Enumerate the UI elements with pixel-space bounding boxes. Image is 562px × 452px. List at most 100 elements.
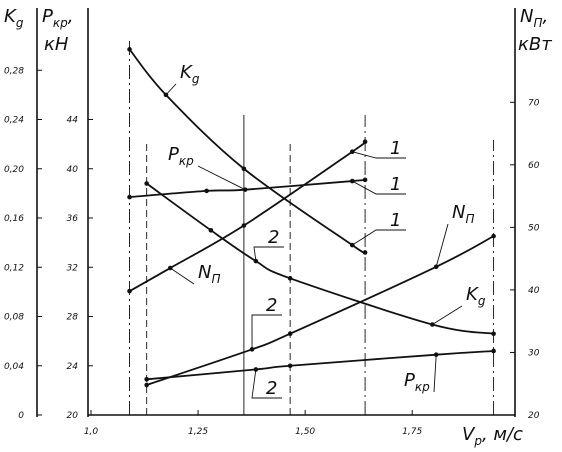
- leader: [169, 267, 195, 285]
- kg-tick-label: 0,16: [4, 214, 24, 224]
- curve-label: 2: [266, 295, 277, 316]
- curve-label: 1: [390, 210, 401, 231]
- kg-tick-label: 0,20: [4, 165, 24, 175]
- np-title-sub: П: [533, 16, 542, 30]
- point: [362, 250, 368, 255]
- kg-tick-label: 0: [18, 411, 24, 421]
- curve-label: 2: [266, 378, 277, 399]
- x-tick-label: 1,0: [84, 427, 99, 437]
- np-title-rest: ,: [543, 6, 549, 27]
- curve-label-main: P: [168, 144, 179, 165]
- point: [144, 181, 149, 186]
- curve-label-sub: П: [211, 272, 220, 286]
- kg-title-sub: g: [16, 16, 24, 30]
- kg-tick-label: 0,04: [4, 362, 24, 372]
- leader: [432, 305, 463, 325]
- point: [208, 228, 214, 233]
- leader: [251, 369, 282, 399]
- point: [433, 352, 439, 357]
- axes: [36, 8, 516, 417]
- leader: [352, 180, 406, 195]
- pkr-title-unit: кН: [44, 34, 69, 55]
- point: [127, 47, 132, 52]
- point: [241, 166, 247, 172]
- curve-label: 2: [268, 227, 279, 248]
- pkr-title: Pкр,: [42, 6, 73, 30]
- point: [127, 288, 132, 294]
- curve-label-sub: П: [465, 212, 474, 226]
- np-tick-label: 40: [528, 286, 540, 296]
- x-title-rest: , м/с: [482, 424, 523, 445]
- curve-label: 1: [390, 174, 401, 195]
- pkr-title-sub: кр: [53, 16, 68, 30]
- point: [287, 363, 293, 369]
- pkr-title-main: P: [42, 6, 53, 27]
- curve-label-main: K: [180, 62, 193, 83]
- kg-title-main: K: [4, 6, 17, 27]
- point: [491, 233, 496, 239]
- curve-label: NП: [452, 202, 475, 226]
- x-tick-label: 1,50: [295, 427, 315, 437]
- point: [144, 376, 149, 382]
- curve-label-main: K: [466, 284, 479, 305]
- curve-label-main: 1: [390, 138, 401, 159]
- curve-label-main: 1: [390, 174, 401, 195]
- leader: [253, 246, 284, 262]
- curve: [146, 350, 494, 381]
- leader: [251, 314, 282, 350]
- curve-label: Pкр: [168, 144, 194, 168]
- curve-label-main: N: [452, 202, 465, 223]
- curve: [146, 182, 494, 335]
- pkr-tick-label: 36: [67, 214, 79, 224]
- np-tick-label: 70: [528, 98, 540, 108]
- curve-label: Pкр: [404, 370, 430, 394]
- curve-label-main: N: [198, 262, 211, 283]
- np-title: NП,: [520, 6, 548, 30]
- np-title-unit: кВт: [518, 34, 552, 55]
- pkr-tick-label: 28: [67, 313, 79, 323]
- pkr-tick-label: 32: [67, 263, 79, 273]
- kg-tick-label: 0,12: [4, 263, 24, 273]
- curve-label-sub: g: [478, 294, 486, 308]
- kg-tick-label: 0,28: [4, 66, 24, 76]
- curve-label: Kg: [180, 62, 200, 86]
- x-title-main: V: [462, 424, 476, 445]
- pkr-tick-label: 20: [67, 411, 79, 421]
- curve: [129, 140, 367, 292]
- leader: [435, 223, 449, 267]
- pkr-tick-label: 24: [67, 362, 79, 372]
- point: [241, 223, 247, 228]
- np-tick-label: 20: [528, 411, 540, 421]
- curve-label: Kg: [466, 284, 486, 308]
- x-tick-label: 1,25: [188, 427, 208, 437]
- curve-label-main: 2: [266, 378, 277, 399]
- x-title: Vр, м/с: [462, 424, 523, 448]
- curve-label-main: 2: [266, 295, 277, 316]
- curve: [129, 178, 367, 198]
- leader: [433, 354, 437, 393]
- curve-label-sub: кр: [179, 154, 194, 168]
- curve-label-sub: g: [192, 72, 200, 86]
- pkr-tick-label: 40: [67, 165, 79, 175]
- np-tick-label: 30: [528, 348, 540, 358]
- kg-title: Kg: [4, 6, 24, 30]
- kg-tick-label: 0,24: [4, 116, 24, 126]
- point: [204, 188, 209, 194]
- leader: [165, 83, 177, 96]
- leader: [352, 229, 406, 246]
- point: [362, 177, 368, 183]
- np-title-main: N: [520, 6, 533, 27]
- curve-label: 1: [390, 138, 401, 159]
- leader: [352, 151, 406, 159]
- curve-label-main: 1: [390, 210, 401, 231]
- point: [144, 382, 149, 388]
- point: [249, 347, 255, 352]
- point: [287, 276, 293, 281]
- point: [127, 194, 132, 200]
- point: [287, 331, 293, 336]
- curve-label-main: 2: [268, 227, 279, 248]
- pkr-title-rest: ,: [68, 6, 74, 27]
- leader: [197, 165, 246, 191]
- point: [362, 139, 368, 145]
